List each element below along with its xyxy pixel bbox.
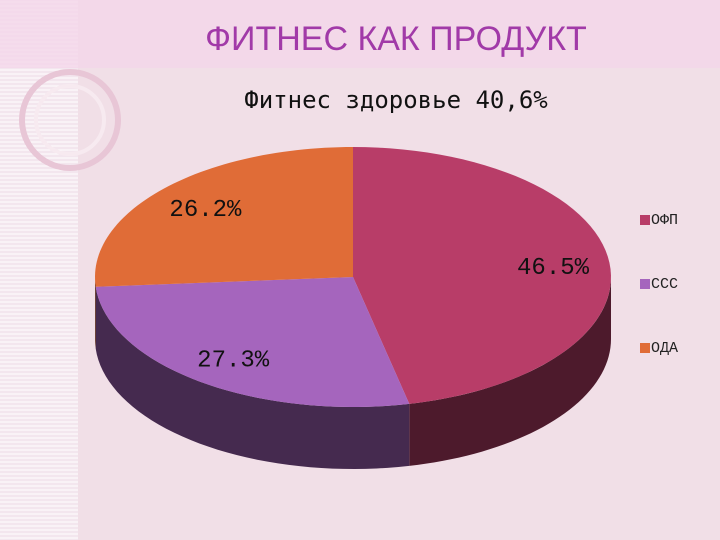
decor-circle — [19, 69, 121, 171]
value-label: 27.3% — [197, 347, 270, 374]
value-label: 46.5% — [517, 255, 590, 282]
value-label: 26.2% — [169, 197, 242, 224]
legend-swatch — [640, 343, 650, 353]
slice — [95, 147, 353, 287]
title-band — [0, 0, 720, 68]
slice — [353, 147, 611, 404]
legend-label: ОФП — [651, 212, 678, 229]
decor-band — [0, 0, 78, 540]
chart-title: Фитнес здоровье 40,6% — [244, 86, 548, 114]
decor-circle — [34, 84, 106, 156]
slice-side — [95, 286, 410, 469]
slice — [95, 277, 410, 407]
legend-swatch — [640, 215, 650, 225]
legend-label: ОДА — [651, 340, 678, 357]
legend-swatch — [640, 279, 650, 289]
pie: 46.5% 27.3% 26.2% — [95, 147, 611, 469]
slice-side — [409, 277, 611, 466]
legend-label: ССС — [651, 276, 678, 293]
slide-title: ФИТНЕС КАК ПРОДУКТ — [205, 20, 587, 58]
slice-side — [95, 277, 96, 349]
